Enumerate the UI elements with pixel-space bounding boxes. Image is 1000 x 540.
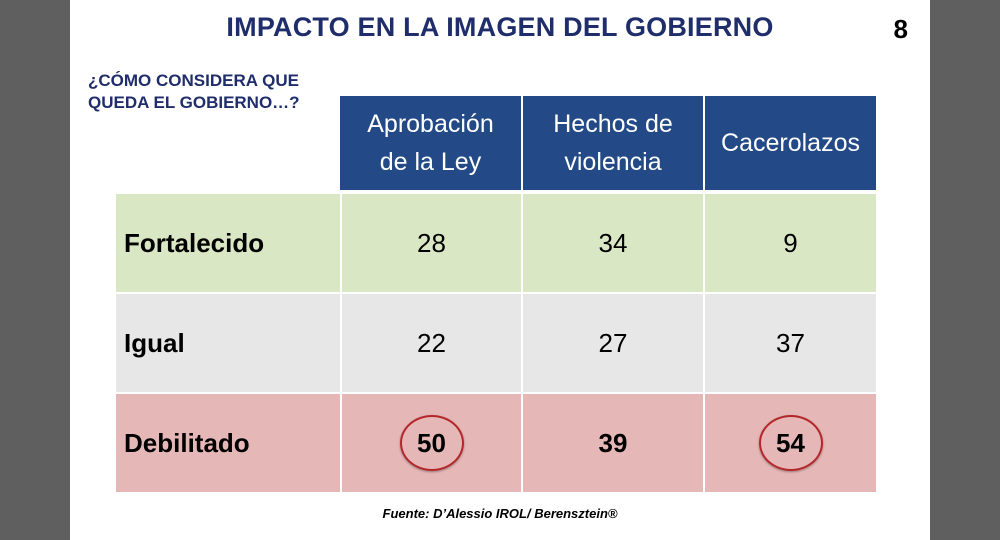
table-cell: 37: [703, 294, 876, 392]
column-header-line: Hechos de: [553, 110, 673, 138]
table-cell-highlighted: 50: [340, 394, 521, 492]
highlight-circle: 54: [758, 415, 823, 471]
source-note: Fuente: D’Alessio IROL/ Berensztein®: [382, 506, 618, 521]
column-header-cacerolazos: Cacerolazos: [703, 96, 876, 190]
slide: IMPACTO EN LA IMAGEN DEL GOBIERNO 8 ¿CÓM…: [70, 0, 930, 540]
row-label: Debilitado: [124, 427, 250, 458]
row-label: Igual: [124, 327, 185, 358]
slide-title: IMPACTO EN LA IMAGEN DEL GOBIERNO: [226, 12, 774, 42]
page-number: 8: [893, 14, 908, 44]
table-row-debilitado: Debilitado 50 39 54: [116, 394, 876, 492]
table-cell: 27: [521, 294, 703, 392]
table-cell: 9: [703, 194, 876, 292]
survey-question: ¿CÓMO CONSIDERA QUE QUEDA EL GOBIERNO…?: [88, 71, 300, 112]
table-cell: 28: [340, 194, 521, 292]
column-header-line: violencia: [564, 148, 662, 176]
column-header-line: Aprobación: [367, 110, 494, 138]
column-header-violencia: Hechos de violencia: [521, 96, 703, 190]
table-row-igual: Igual 22 27 37: [116, 294, 876, 392]
table-cell: 22: [340, 294, 521, 392]
highlight-circle: 50: [399, 415, 464, 471]
table-row-fortalecido: Fortalecido 28 34 9: [116, 194, 876, 292]
table-cell-highlighted: 54: [703, 394, 876, 492]
table-cell: 34: [521, 194, 703, 292]
column-header-line: Cacerolazos: [721, 129, 860, 157]
column-header-aprobacion: Aprobación de la Ley: [340, 96, 521, 190]
column-header-line: de la Ley: [379, 148, 482, 176]
table-cell: 39: [521, 394, 703, 492]
row-label: Fortalecido: [124, 227, 265, 258]
